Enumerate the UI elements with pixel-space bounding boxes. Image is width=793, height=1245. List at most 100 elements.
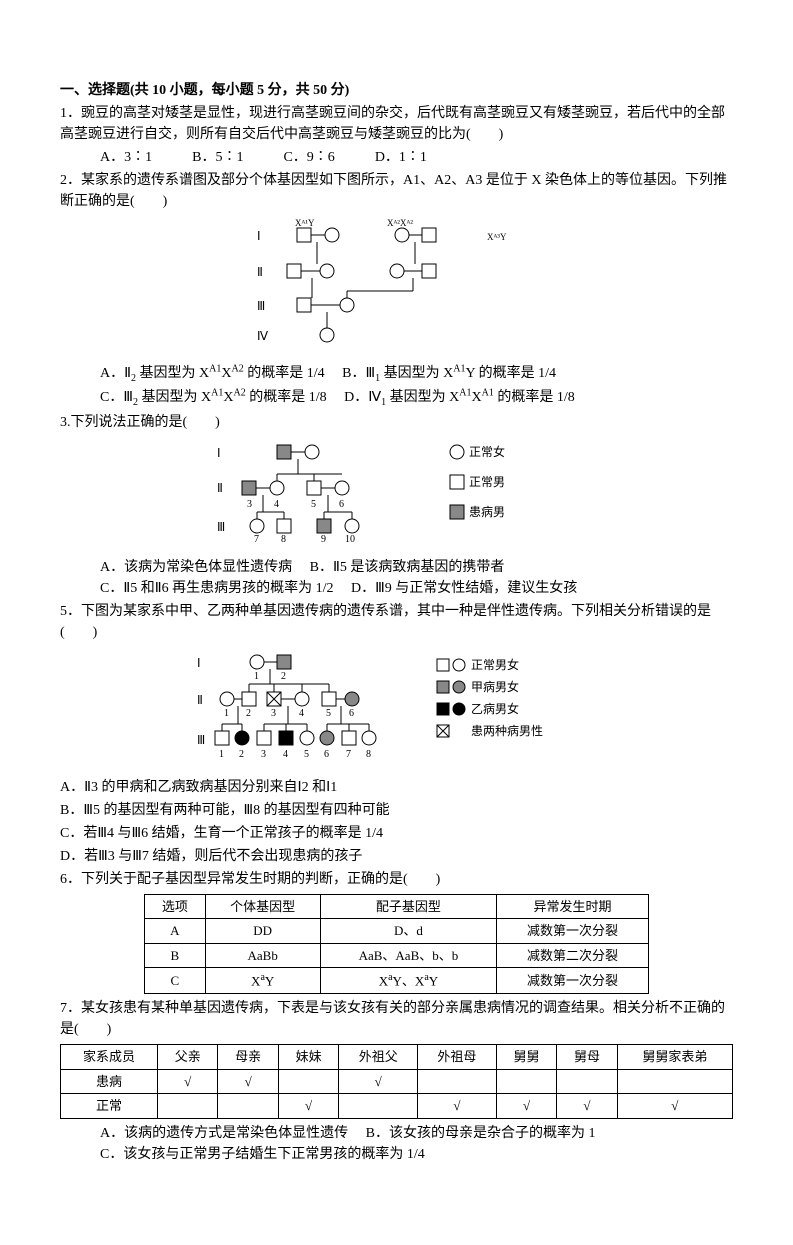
q2-pedigree: Ⅰ Xᴬ¹Y Xᴬ²Xᴬ² Xᴬ³Y Ⅱ Ⅲ Ⅳ	[60, 218, 733, 355]
table-cell: 患病	[61, 1069, 158, 1094]
q1-stem: 1．豌豆的高茎对矮茎是显性，现进行高茎豌豆间的杂交，后代既有高茎豌豆又有矮茎豌豆…	[60, 103, 733, 145]
q3-stem: 3.下列说法正确的是( )	[60, 412, 733, 433]
q5-optC: C．若Ⅲ4 与Ⅲ6 结婚，生育一个正常孩子的概率是 1/4	[60, 823, 733, 844]
q5-pedigree: Ⅰ 1 2 Ⅱ 1 2 3 4 5 6 Ⅲ 1 2 3 4 5 6 7 8	[60, 649, 733, 771]
table-cell: A	[145, 919, 205, 944]
table-cell: √	[418, 1094, 497, 1119]
svg-text:1: 1	[224, 708, 229, 719]
svg-text:Ⅱ: Ⅱ	[197, 693, 203, 707]
svg-text:8: 8	[366, 749, 371, 760]
svg-text:Ⅱ: Ⅱ	[217, 481, 223, 495]
q7-h0: 家系成员	[61, 1045, 158, 1070]
q7-h5: 外祖母	[418, 1045, 497, 1070]
q5-optA: A．Ⅱ3 的甲病和乙病致病基因分别来自Ⅰ2 和Ⅰ1	[60, 777, 733, 798]
q2-optC: C．Ⅲ2 基因型为 XA1XA2 的概率是 1/8	[100, 390, 327, 405]
svg-text:8: 8	[281, 534, 286, 544]
table-cell	[418, 1069, 497, 1094]
q2-row1: A．Ⅱ2 基因型为 XA1XA2 的概率是 1/4 B．Ⅲ1 基因型为 XA1Y…	[100, 361, 733, 385]
svg-text:Ⅳ: Ⅳ	[257, 329, 268, 343]
svg-text:9: 9	[321, 534, 326, 544]
table-cell: XaY、XaY	[320, 968, 496, 994]
table-cell: XaY	[205, 968, 320, 994]
q3-optC: C．Ⅱ5 和Ⅱ6 再生患病男孩的概率为 1/2	[100, 581, 334, 596]
svg-text:7: 7	[346, 749, 351, 760]
q2-stem: 2．某家系的遗传系谱图及部分个体基因型如下图所示，A1、A2、A3 是位于 X …	[60, 170, 733, 212]
q6-table: 选项 个体基因型 配子基因型 异常发生时期 A DD D、d 减数第一次分裂 B…	[144, 894, 649, 994]
svg-text:5: 5	[326, 708, 331, 719]
table-cell: 减数第二次分裂	[497, 943, 649, 968]
svg-text:4: 4	[283, 749, 288, 760]
table-cell: √	[557, 1094, 617, 1119]
svg-text:1: 1	[219, 749, 224, 760]
q1-optA: A．3∶1	[100, 147, 152, 168]
svg-text:6: 6	[324, 749, 329, 760]
q6-stem: 6．下列关于配子基因型异常发生时期的判断，正确的是( )	[60, 869, 733, 890]
svg-text:Ⅲ: Ⅲ	[257, 299, 265, 313]
table-cell	[278, 1069, 338, 1094]
q1-optD: D．1∶1	[375, 147, 427, 168]
table-cell: 减数第一次分裂	[497, 968, 649, 994]
svg-text:6: 6	[349, 708, 354, 719]
svg-text:5: 5	[311, 499, 316, 510]
q6-h1: 个体基因型	[205, 894, 320, 919]
table-cell: 减数第一次分裂	[497, 919, 649, 944]
table-cell: √	[496, 1094, 556, 1119]
q2-optD: D．Ⅳ1 基因型为 XA1XA1 的概率是 1/8	[344, 390, 575, 405]
table-cell: DD	[205, 919, 320, 944]
q7-optA: A．该病的遗传方式是常染色体显性遗传	[100, 1126, 348, 1141]
svg-text:4: 4	[299, 708, 304, 719]
table-cell: AaBb	[205, 943, 320, 968]
q6-h2: 配子基因型	[320, 894, 496, 919]
q6-h0: 选项	[145, 894, 205, 919]
svg-text:Ⅱ: Ⅱ	[257, 265, 263, 279]
svg-text:乙病男女: 乙病男女	[471, 701, 519, 716]
q1-optC: C．9∶6	[283, 147, 334, 168]
legend-affectedM: 患病男	[469, 504, 505, 519]
q7-optC: C．该女孩与正常男子结婚生下正常男孩的概率为 1/4	[100, 1144, 733, 1165]
svg-text:患两种病男性: 患两种病男性	[471, 723, 543, 738]
q3-optA: A．该病为常染色体显性遗传病	[100, 560, 292, 575]
q1-options: A．3∶1 B．5∶1 C．9∶6 D．1∶1	[100, 147, 733, 168]
q3-optB: B．Ⅱ5 是该病致病基因的携带者	[310, 560, 505, 575]
svg-text:5: 5	[304, 749, 309, 760]
q7-h8: 舅舅家表弟	[617, 1045, 732, 1070]
table-cell: 正常	[61, 1094, 158, 1119]
q7-table: 家系成员 父亲 母亲 妹妹 外祖父 外祖母 舅舅 舅母 舅舅家表弟 患病 √ √…	[60, 1044, 733, 1119]
svg-text:正常男女: 正常男女	[471, 657, 519, 672]
table-cell	[339, 1094, 418, 1119]
q2-row2: C．Ⅲ2 基因型为 XA1XA2 的概率是 1/8 D．Ⅳ1 基因型为 XA1X…	[100, 385, 733, 409]
q7-optB: B．该女孩的母亲是杂合子的概率为 1	[366, 1126, 596, 1141]
q7-h1: 父亲	[157, 1045, 217, 1070]
svg-text:3: 3	[271, 708, 276, 719]
svg-text:甲病男女: 甲病男女	[471, 679, 519, 694]
q3-row2: C．Ⅱ5 和Ⅱ6 再生患病男孩的概率为 1/2 D．Ⅲ9 与正常女性结婚，建议生…	[100, 578, 733, 599]
svg-text:Ⅰ: Ⅰ	[257, 229, 261, 243]
svg-text:7: 7	[254, 534, 259, 544]
svg-text:Xᴬ³Y: Xᴬ³Y	[487, 232, 507, 242]
svg-text:6: 6	[339, 499, 344, 510]
q2-optA: A．Ⅱ2 基因型为 XA1XA2 的概率是 1/4	[100, 366, 325, 381]
svg-text:3: 3	[247, 499, 252, 510]
table-cell: √	[617, 1094, 732, 1119]
table-cell	[496, 1069, 556, 1094]
svg-text:10: 10	[345, 534, 355, 544]
table-cell: AaB、AaB、b、b	[320, 943, 496, 968]
q7-h2: 母亲	[218, 1045, 278, 1070]
q5-stem: 5．下图为某家系中甲、乙两种单基因遗传病的遗传系谱，其中一种是伴性遗传病。下列相…	[60, 601, 733, 643]
legend-normalF: 正常女	[469, 444, 505, 459]
svg-text:4: 4	[274, 499, 279, 510]
q7-h3: 妹妹	[278, 1045, 338, 1070]
svg-text:Ⅲ: Ⅲ	[217, 520, 225, 534]
q1-optB: B．5∶1	[192, 147, 243, 168]
q7-row1: A．该病的遗传方式是常染色体显性遗传 B．该女孩的母亲是杂合子的概率为 1	[100, 1123, 733, 1144]
q7-h6: 舅舅	[496, 1045, 556, 1070]
table-cell	[218, 1094, 278, 1119]
svg-text:Ⅰ: Ⅰ	[217, 446, 221, 460]
q2-optB: B．Ⅲ1 基因型为 XA1Y 的概率是 1/4	[342, 366, 556, 381]
q3-row1: A．该病为常染色体显性遗传病 B．Ⅱ5 是该病致病基因的携带者	[100, 557, 733, 578]
table-cell	[557, 1069, 617, 1094]
svg-text:1: 1	[254, 671, 259, 682]
svg-text:Xᴬ²Xᴬ²: Xᴬ²Xᴬ²	[387, 218, 413, 228]
table-cell: √	[278, 1094, 338, 1119]
table-cell	[617, 1069, 732, 1094]
